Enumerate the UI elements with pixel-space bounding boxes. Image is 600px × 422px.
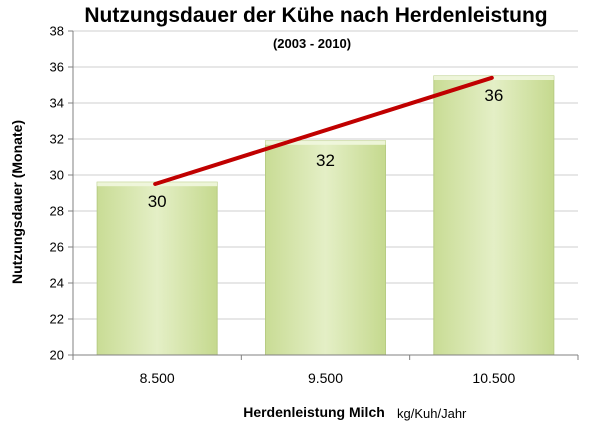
data-label: 36 [484,86,503,105]
bar-top-highlight [433,76,554,80]
y-tick-label: 20 [50,348,64,363]
y-tick-label: 32 [50,132,64,147]
data-label: 32 [316,151,335,170]
x-axis-label: Herdenleistung Milch [243,404,385,420]
chart-subtitle: (2003 - 2010) [273,36,351,51]
y-tick-label: 36 [50,60,64,75]
x-tick-label: 8.500 [140,370,175,386]
x-axis-unit: kg/Kuh/Jahr [397,406,467,421]
bar [265,140,386,356]
x-axis-ticks: 8.500 9.500 10.500 [72,355,579,386]
trendline-path [153,75,494,186]
x-tick-label: 9.500 [308,370,343,386]
bar-top-highlight [265,140,386,145]
bars [96,75,555,356]
y-axis-ticks: 20 22 24 26 28 30 32 34 36 38 [50,24,73,363]
bar [433,75,555,356]
data-labels: 30 32 36 [148,86,504,211]
y-tick-label: 28 [50,204,64,219]
data-label: 30 [148,192,167,211]
trendline [153,75,494,186]
y-tick-label: 26 [50,240,64,255]
y-tick-label: 34 [50,96,64,111]
chart-title: Nutzungsdauer der Kühe nach Herdenleistu… [84,4,547,27]
x-tick-label: 10.500 [472,370,515,386]
y-tick-label: 38 [50,24,64,39]
y-tick-label: 24 [50,276,64,291]
y-axis-label: Nutzungsdauer (Monate) [9,120,25,284]
y-tick-label: 30 [50,168,64,183]
y-tick-label: 22 [50,312,64,327]
